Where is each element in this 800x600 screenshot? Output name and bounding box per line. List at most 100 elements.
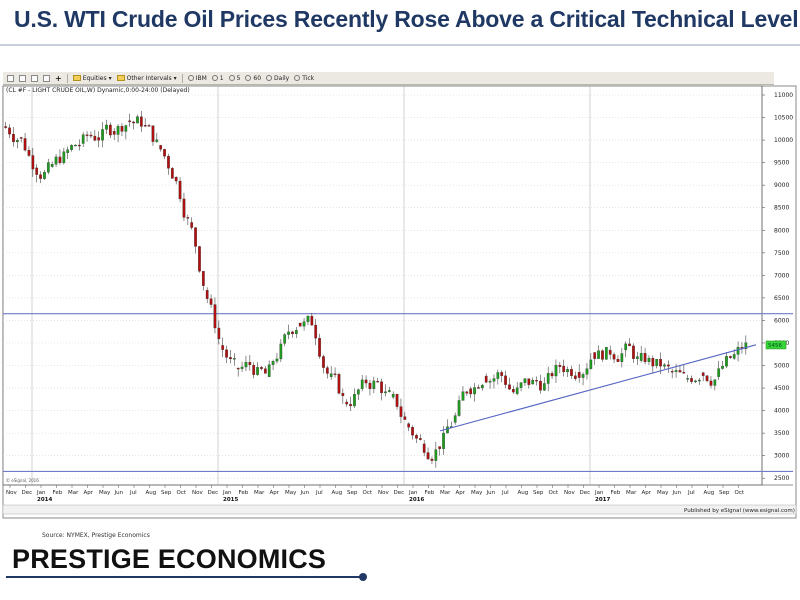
candle-body <box>116 126 120 135</box>
candle-body <box>209 298 213 305</box>
page-icon[interactable] <box>31 74 38 82</box>
candle-body <box>651 357 655 367</box>
trendline <box>439 344 757 432</box>
copy-icon[interactable] <box>43 74 50 82</box>
candle-body <box>616 359 620 362</box>
caret-down-icon: ▾ <box>108 74 112 82</box>
x-month-label: Jan <box>36 490 46 496</box>
interval-60-button[interactable]: 60 <box>245 75 261 82</box>
candle-body <box>500 372 504 376</box>
candle-body <box>573 375 577 379</box>
clock-icon <box>228 75 235 81</box>
brand-name: PRESTIGE ECONOMICS <box>12 544 327 574</box>
candle-body <box>442 432 445 449</box>
y-tick-label: 7000 <box>774 272 789 279</box>
candle-body <box>50 164 54 167</box>
candle-body <box>535 379 538 382</box>
candle-body <box>213 304 217 329</box>
x-month-label: Aug <box>332 490 343 496</box>
candle-body <box>643 353 647 362</box>
candle-body <box>368 382 372 389</box>
candle-body <box>686 378 690 380</box>
candle-body <box>504 375 507 385</box>
candle-body <box>682 371 686 374</box>
candle-body <box>108 124 112 136</box>
clock-icon <box>266 75 273 81</box>
title-divider <box>0 44 800 46</box>
candle-body <box>248 362 252 365</box>
x-month-label: Apr <box>642 490 652 496</box>
candle-body <box>659 359 662 367</box>
x-month-label: Jun <box>486 490 496 496</box>
layout-icon[interactable] <box>19 74 26 82</box>
candle-body <box>480 384 484 389</box>
x-month-label: Sep <box>533 490 544 496</box>
interval-5-button[interactable]: 5 <box>228 75 240 82</box>
x-month-label: Feb <box>425 490 435 496</box>
candle-body <box>294 330 298 335</box>
candle-body <box>186 217 190 219</box>
candle-body <box>345 401 349 405</box>
candle-body <box>77 144 81 147</box>
candle-body <box>438 446 442 449</box>
brand-rule <box>6 576 364 578</box>
candle-body <box>384 391 387 394</box>
candle-body <box>136 116 139 124</box>
interval-1-button[interactable]: 1 <box>211 75 224 82</box>
x-month-label: Jan <box>408 490 418 496</box>
candle-body <box>190 222 194 228</box>
candle-body <box>666 364 670 367</box>
candle-body <box>477 387 480 389</box>
x-month-label: Jul <box>501 490 509 496</box>
x-month-label: Sep <box>347 490 358 496</box>
candle-body <box>201 271 205 286</box>
plot-area <box>2 85 763 486</box>
last-price-marker <box>765 340 787 350</box>
other-intervals-label: Other Intervals <box>126 74 172 82</box>
candle-body <box>670 371 674 373</box>
candle-body <box>570 369 573 376</box>
candle-body <box>601 350 604 360</box>
candle-body <box>632 345 635 359</box>
y-tick-label: 6500 <box>774 295 789 302</box>
candle-body <box>244 362 248 368</box>
candle-body <box>163 149 166 157</box>
candle-body <box>546 373 550 384</box>
candle-body <box>43 172 46 179</box>
add-icon[interactable]: + <box>55 73 62 83</box>
chart-toolbar: + Equities ▾ Other Intervals ▾ IBM 1 5 6… <box>3 72 774 85</box>
candle-body <box>484 375 488 383</box>
x-month-label: Oct <box>735 490 745 496</box>
candle-body <box>585 368 589 375</box>
candle-body <box>612 354 616 360</box>
chart-icon[interactable] <box>7 74 14 82</box>
ibm-label: IBM <box>195 74 207 82</box>
candle-body <box>434 449 438 461</box>
candle-body <box>678 370 682 373</box>
candle-body <box>124 125 128 132</box>
candle-body <box>232 358 236 360</box>
daily-button[interactable]: Daily <box>266 75 289 82</box>
candle-body <box>74 144 77 147</box>
ibm-button[interactable]: IBM <box>187 74 207 82</box>
candle-body <box>178 180 182 200</box>
x-year-label: 2016 <box>409 497 424 503</box>
candle-body <box>473 387 476 395</box>
candle-body <box>337 374 341 394</box>
other-intervals-button[interactable]: Other Intervals ▾ <box>116 74 177 82</box>
candle-body <box>58 156 62 164</box>
candle-body <box>356 389 360 395</box>
x-month-label: Mar <box>68 490 79 496</box>
candle-body <box>511 389 515 393</box>
tick-button[interactable]: Tick <box>294 75 314 82</box>
x-month-label: Jul <box>129 490 137 496</box>
candle-body <box>725 356 728 367</box>
candle-body <box>422 443 426 453</box>
y-tick-label: 2500 <box>774 475 789 482</box>
source-note: Source: NYMEX, Prestige Economics <box>42 532 150 539</box>
x-month-label: Oct <box>363 490 373 496</box>
equities-button[interactable]: Equities ▾ <box>72 74 112 82</box>
candle-body <box>531 379 535 385</box>
clock-icon <box>294 75 301 81</box>
